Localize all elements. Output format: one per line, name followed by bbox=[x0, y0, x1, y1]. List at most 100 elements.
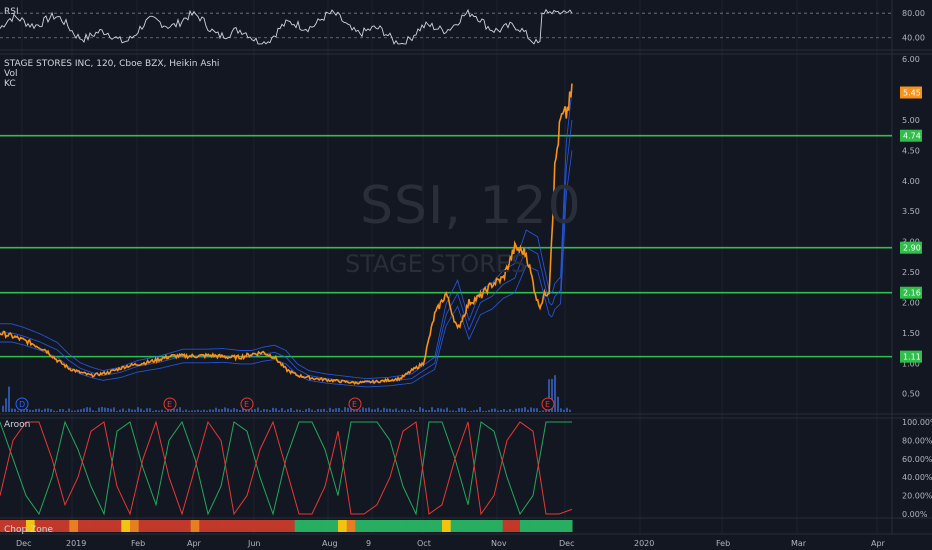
level-tag-2.90 bbox=[900, 241, 922, 254]
aroon-pane[interactable] bbox=[0, 420, 573, 516]
volume-bar bbox=[125, 410, 127, 412]
volume-bar bbox=[65, 410, 67, 412]
chop-zone-cell bbox=[112, 520, 122, 532]
volume-bar bbox=[74, 410, 76, 412]
volume-bar bbox=[116, 410, 118, 412]
time-axis[interactable]: Dec 2019 Feb Apr Jun Aug 9 Oct Nov Dec 2020 Feb Mar A… bbox=[16, 539, 886, 548]
pane-borders bbox=[0, 0, 932, 535]
chop-zone-cell bbox=[364, 520, 374, 532]
time-axis-label: 9 bbox=[366, 539, 371, 548]
vol-legend[interactable]: Vol bbox=[4, 69, 18, 79]
volume-bar bbox=[443, 409, 445, 412]
volume-bar bbox=[68, 408, 70, 412]
chop-zone-cell bbox=[433, 520, 443, 532]
aroon-tick-label: 60.00% bbox=[902, 455, 932, 464]
level-tag-label: 2.90 bbox=[903, 244, 921, 253]
symbol-legend[interactable]: STAGE STORES INC, 120, Cboe BZX, Heikin … bbox=[4, 59, 220, 69]
chop-zone-cell bbox=[416, 520, 426, 532]
volume-bar bbox=[281, 408, 283, 412]
volume-bar bbox=[389, 408, 391, 412]
volume-bar bbox=[308, 408, 310, 412]
chop-zone-cell bbox=[494, 520, 504, 532]
volume-bar bbox=[473, 410, 475, 412]
volume-bar bbox=[428, 410, 430, 412]
chop-zone-cell bbox=[450, 520, 460, 532]
volume-bar bbox=[299, 409, 301, 412]
volume-bar bbox=[458, 408, 460, 412]
rsi-pane[interactable] bbox=[0, 8, 892, 45]
event-marker-label: E bbox=[545, 400, 550, 409]
volume-bar bbox=[41, 410, 43, 412]
volume-bar bbox=[485, 410, 487, 412]
volume-bar bbox=[131, 409, 133, 412]
volume-bar bbox=[167, 409, 169, 412]
chop-zone-cell bbox=[242, 520, 252, 532]
aroon-legend[interactable]: Aroon bbox=[4, 420, 31, 430]
chop-zone-legend[interactable]: Chop Zone bbox=[4, 525, 53, 535]
rsi-legend[interactable]: RSI bbox=[4, 7, 19, 17]
volume-bar bbox=[365, 408, 367, 412]
level-tag-label: 1.11 bbox=[903, 353, 921, 362]
company-watermark: STAGE STORES bbox=[345, 250, 527, 278]
volume-bar bbox=[344, 407, 346, 412]
volume-bar bbox=[113, 407, 115, 412]
last-price-label: 5.45 bbox=[903, 89, 921, 98]
volume-bar bbox=[527, 409, 529, 412]
time-axis-label: Oct bbox=[417, 539, 431, 548]
chop-zone-cell bbox=[511, 520, 521, 532]
volume-bar bbox=[386, 408, 388, 412]
event-marker bbox=[240, 397, 254, 411]
chop-zone-cell bbox=[190, 520, 200, 532]
price-tick-label: 0.50 bbox=[902, 390, 920, 399]
volume-bar bbox=[245, 409, 247, 412]
volume-bar bbox=[284, 410, 286, 412]
aroon-tick-label: 0.00% bbox=[902, 510, 928, 519]
volume-bar bbox=[209, 409, 211, 412]
volume-bar bbox=[371, 409, 373, 412]
event-marker-label: E bbox=[352, 400, 357, 409]
time-axis-label: Apr bbox=[871, 539, 886, 548]
volume-bar bbox=[221, 408, 223, 412]
volume-bar bbox=[215, 407, 217, 412]
event-marker-label: D bbox=[19, 400, 25, 409]
volume-bar bbox=[227, 408, 229, 412]
kc-legend[interactable]: KC bbox=[4, 79, 16, 89]
volume-bar bbox=[233, 408, 235, 412]
volume-bar bbox=[422, 408, 424, 412]
chop-zone-cell bbox=[485, 520, 495, 532]
volume-bar bbox=[320, 409, 322, 412]
volume-bar bbox=[407, 410, 409, 412]
chop-zone-cell bbox=[303, 520, 313, 532]
volume-bar bbox=[401, 409, 403, 412]
time-axis-label: Feb bbox=[131, 539, 145, 548]
volume-bar bbox=[35, 408, 37, 412]
level-tag-label: 4.74 bbox=[903, 132, 921, 141]
volume-bar bbox=[206, 410, 208, 412]
price-axis[interactable]: 80.0040.006.005.505.004.504.003.503.002.… bbox=[900, 9, 932, 519]
level-tag-4.74 bbox=[900, 129, 922, 142]
chop-zone-cell bbox=[69, 520, 79, 532]
volume-bar bbox=[368, 407, 370, 412]
volume-bar bbox=[392, 409, 394, 412]
chop-zone-pane[interactable] bbox=[0, 520, 573, 532]
aroon-tick-label: 100.00% bbox=[902, 418, 932, 427]
volume-bar bbox=[338, 407, 340, 412]
volume-bar bbox=[356, 409, 358, 412]
volume-bar bbox=[350, 407, 352, 412]
chop-zone-cell bbox=[173, 520, 183, 532]
time-axis-label: Mar bbox=[791, 539, 807, 548]
volume-bar bbox=[248, 408, 250, 412]
volume-bar bbox=[470, 410, 472, 412]
chop-zone-cell bbox=[60, 520, 70, 532]
volume-bar bbox=[119, 409, 121, 412]
volume-bar bbox=[269, 410, 271, 412]
volume-bar bbox=[323, 408, 325, 412]
chop-zone-cell bbox=[17, 520, 27, 532]
chop-zone-cell bbox=[407, 520, 417, 532]
chop-zone-cell bbox=[546, 520, 556, 532]
volume-bar bbox=[194, 410, 196, 412]
volume-bar bbox=[476, 409, 478, 412]
